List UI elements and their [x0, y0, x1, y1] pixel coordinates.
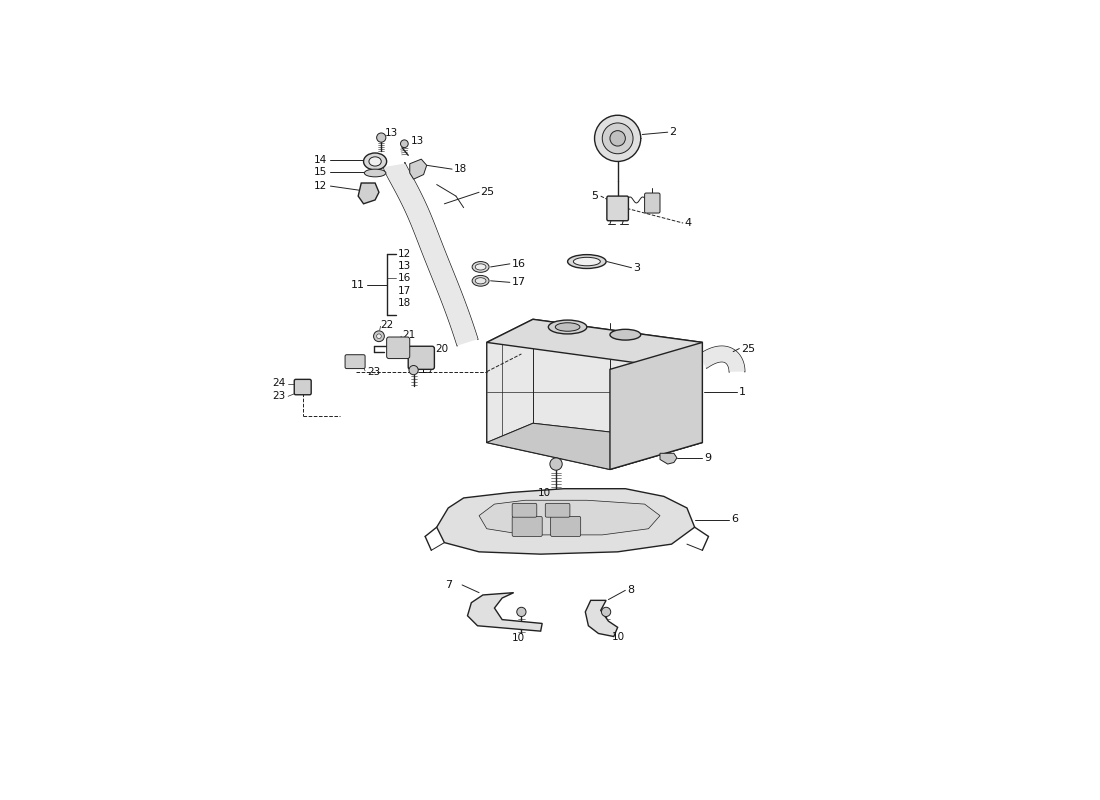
- Circle shape: [376, 334, 382, 338]
- Polygon shape: [486, 319, 703, 366]
- Polygon shape: [486, 319, 703, 470]
- Text: 11: 11: [351, 280, 365, 290]
- Text: 15: 15: [315, 167, 328, 178]
- Circle shape: [376, 133, 386, 142]
- Polygon shape: [409, 159, 427, 179]
- Polygon shape: [660, 454, 676, 464]
- Circle shape: [374, 331, 384, 342]
- Circle shape: [409, 366, 418, 374]
- Polygon shape: [468, 593, 542, 631]
- Text: 23: 23: [272, 391, 285, 402]
- Ellipse shape: [364, 169, 386, 177]
- Text: 14: 14: [315, 155, 328, 165]
- Ellipse shape: [368, 157, 382, 166]
- FancyBboxPatch shape: [387, 337, 409, 358]
- Text: 2: 2: [669, 127, 676, 137]
- Text: 3: 3: [634, 262, 640, 273]
- FancyBboxPatch shape: [551, 517, 581, 537]
- Text: 19: 19: [420, 365, 433, 375]
- Circle shape: [517, 607, 526, 617]
- Ellipse shape: [568, 254, 606, 269]
- Ellipse shape: [475, 264, 486, 270]
- Text: 16: 16: [397, 274, 410, 283]
- FancyBboxPatch shape: [645, 193, 660, 213]
- Text: 21: 21: [403, 330, 416, 340]
- Text: 8: 8: [627, 586, 634, 595]
- Text: 13: 13: [411, 137, 425, 146]
- Ellipse shape: [472, 262, 490, 272]
- Text: 17: 17: [397, 286, 410, 296]
- Polygon shape: [486, 423, 703, 470]
- PathPatch shape: [698, 346, 745, 372]
- Circle shape: [400, 140, 408, 147]
- FancyBboxPatch shape: [295, 379, 311, 394]
- Text: 10: 10: [512, 633, 525, 643]
- Ellipse shape: [556, 322, 580, 331]
- Text: 24: 24: [272, 378, 285, 388]
- Text: 4: 4: [684, 218, 692, 228]
- Text: 20: 20: [436, 343, 449, 354]
- FancyBboxPatch shape: [546, 503, 570, 517]
- Polygon shape: [609, 342, 703, 470]
- Text: 10: 10: [613, 632, 626, 642]
- FancyBboxPatch shape: [513, 517, 542, 537]
- FancyBboxPatch shape: [513, 503, 537, 517]
- Text: 12: 12: [315, 181, 328, 191]
- Text: 9: 9: [704, 453, 711, 463]
- Text: 1: 1: [738, 387, 746, 398]
- Ellipse shape: [475, 278, 486, 284]
- Text: 13: 13: [385, 128, 398, 138]
- Text: 25: 25: [481, 187, 495, 198]
- Circle shape: [595, 115, 641, 162]
- Text: 10: 10: [538, 488, 551, 498]
- Polygon shape: [437, 489, 695, 554]
- Text: 23: 23: [367, 367, 381, 378]
- Text: 18: 18: [397, 298, 410, 308]
- Polygon shape: [585, 600, 618, 637]
- Circle shape: [609, 130, 626, 146]
- FancyBboxPatch shape: [345, 354, 365, 369]
- Text: 22: 22: [381, 320, 394, 330]
- Text: 25: 25: [741, 343, 755, 354]
- Polygon shape: [359, 183, 378, 204]
- Text: 12: 12: [397, 249, 410, 259]
- Text: 5: 5: [592, 191, 598, 201]
- Circle shape: [602, 607, 610, 617]
- Circle shape: [550, 458, 562, 470]
- Text: 18: 18: [453, 164, 466, 174]
- Text: 16: 16: [512, 259, 526, 269]
- Text: 7: 7: [446, 580, 452, 590]
- Text: 17: 17: [512, 278, 526, 287]
- Polygon shape: [480, 500, 660, 535]
- Ellipse shape: [609, 330, 640, 340]
- Ellipse shape: [573, 258, 601, 266]
- Text: 6: 6: [730, 514, 738, 525]
- Circle shape: [603, 123, 634, 154]
- Ellipse shape: [472, 275, 490, 286]
- Ellipse shape: [548, 320, 586, 334]
- FancyBboxPatch shape: [607, 196, 628, 221]
- Text: 13: 13: [397, 261, 410, 271]
- Ellipse shape: [363, 153, 387, 170]
- PathPatch shape: [384, 162, 477, 346]
- FancyBboxPatch shape: [408, 346, 435, 370]
